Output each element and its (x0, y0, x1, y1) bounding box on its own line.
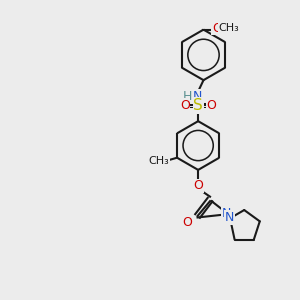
Text: H: H (182, 90, 192, 103)
Text: CH₃: CH₃ (218, 23, 239, 33)
Text: O: O (193, 179, 203, 192)
Text: O: O (182, 216, 192, 229)
Text: N: N (193, 90, 202, 103)
Text: S: S (193, 98, 203, 113)
Text: O: O (180, 99, 190, 112)
Text: O: O (207, 99, 217, 112)
Text: N: N (225, 211, 234, 224)
Text: O: O (212, 22, 222, 34)
Text: CH₃: CH₃ (149, 156, 170, 166)
Text: N: N (222, 206, 231, 220)
